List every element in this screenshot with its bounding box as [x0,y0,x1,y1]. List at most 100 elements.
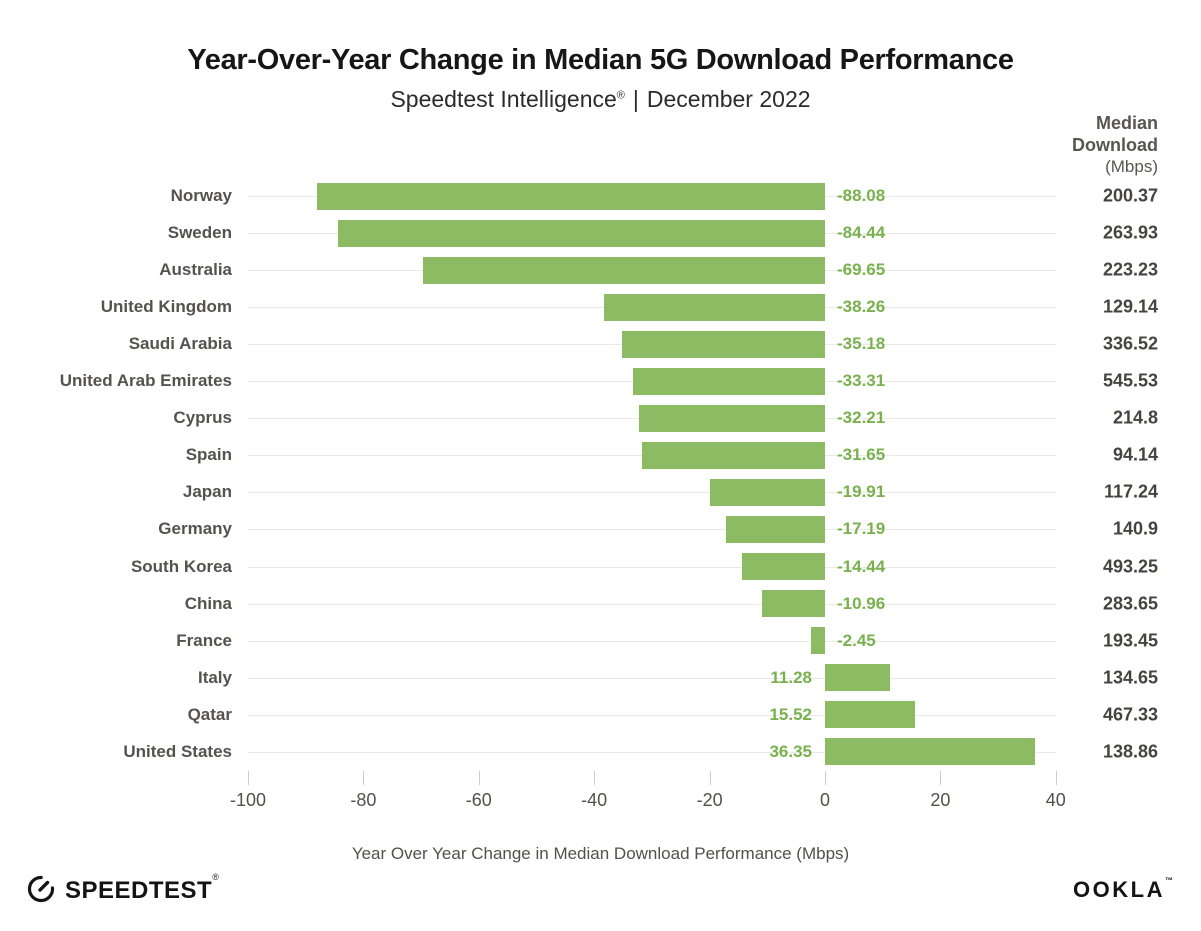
median-download-value: 140.9 [1112,518,1158,539]
bar-norway [316,182,825,210]
change-value-label: -17.19 [837,519,886,539]
country-label: Cyprus [173,408,232,428]
subtitle-separator: | [632,86,639,112]
bar-germany [725,515,825,543]
country-label: Australia [159,260,232,280]
change-value-label: -84.44 [837,223,886,243]
row-gridline [248,677,1056,679]
median-download-value: 134.65 [1102,667,1158,688]
x-axis-label: Year Over Year Change in Median Download… [351,844,850,863]
row-gridline [248,640,1056,642]
x-axis-tick-label: 20 [930,790,951,810]
median-download-value: 223.23 [1102,259,1158,280]
x-axis-tick-label: -60 [465,790,492,810]
bar-france [810,627,825,655]
median-download-value: 129.14 [1102,296,1158,317]
x-axis-tick [709,771,711,785]
x-axis-tick-label: 0 [819,790,830,810]
speedtest-gauge-icon [27,875,55,902]
country-label: Qatar [187,704,232,724]
country-label: Germany [158,519,232,539]
country-label: Sweden [167,223,232,243]
change-value-label: -14.44 [837,556,886,576]
bar-china [761,590,825,618]
ookla-logo: OOKLA™ [1073,876,1173,903]
speedtest-wordmark: SPEEDTEST® [65,872,220,904]
country-label: United States [123,741,232,761]
change-value-label: -35.18 [837,334,886,354]
median-download-value: 117.24 [1103,481,1158,502]
bar-italy [825,664,891,692]
registered-mark: ® [616,89,625,102]
row-gridline [248,603,1056,605]
bar-cyprus [639,404,825,432]
median-header-line1: Median [1095,113,1158,133]
x-axis-tick-label: -40 [581,790,608,810]
speedtest-logo: SPEEDTEST® [25,872,219,905]
median-download-value: 214.8 [1112,407,1158,428]
change-value-label: -33.31 [837,371,886,391]
ookla-trademark: ™ [1165,876,1173,885]
change-value-label: -2.45 [837,630,876,650]
x-axis-tick [363,771,365,785]
country-label: Spain [185,445,232,465]
median-download-value: 493.25 [1102,556,1158,576]
x-axis-tick-label: -20 [696,790,723,810]
bar-united-states [825,738,1035,766]
country-label: China [184,593,232,613]
x-axis-tick-label: -100 [229,790,267,810]
median-download-value: 545.53 [1102,370,1158,391]
change-value-label: 36.35 [769,741,812,761]
change-value-label: 11.28 [770,667,812,687]
median-download-value: 193.45 [1102,630,1158,651]
bar-south-korea [741,553,825,580]
bar-united-kingdom [604,293,825,321]
median-download-value: 336.52 [1102,333,1158,354]
change-value-label: -69.65 [837,260,886,280]
median-download-value: 283.65 [1102,593,1158,614]
country-label: United Kingdom [100,297,232,317]
bar-united-arab-emirates [632,367,825,395]
row-gridline [248,566,1056,568]
page-title: Year-Over-Year Change in Median 5G Downl… [187,44,1014,76]
subtitle-brand: Speedtest Intelligence [390,86,617,112]
page-subtitle: Speedtest Intelligence® | December 2022 [0,86,1201,113]
x-axis-tick [1055,771,1057,785]
country-label: Japan [182,482,232,502]
row-gridline [248,751,1056,753]
median-download-value: 263.93 [1102,222,1158,243]
median-download-value: 138.86 [1102,741,1158,762]
bar-japan [710,478,825,506]
subtitle-date: December 2022 [646,86,811,112]
bar-qatar [825,701,915,729]
median-download-value: 200.37 [1102,185,1158,206]
country-label: Norway [170,186,232,205]
median-download-column-header: Median Download (Mbps) [1072,112,1158,178]
x-axis-tick [825,771,826,785]
bar-sweden [337,219,825,247]
x-axis-tick [594,771,596,785]
change-value-label: -38.26 [837,297,886,317]
change-value-label: -31.65 [837,445,886,465]
row-gridline [248,529,1056,531]
change-value-label: -10.96 [837,593,886,613]
x-axis-tick [478,771,480,785]
median-download-value: 94.14 [1112,444,1158,465]
median-download-value: 467.33 [1102,704,1158,725]
median-header-unit: (Mbps) [1105,157,1158,176]
x-axis-tick [940,771,942,785]
speedtest-trademark: ® [212,872,220,882]
country-label: Italy [197,667,232,687]
country-label: Saudi Arabia [128,334,232,354]
change-value-label: 15.52 [769,704,812,724]
x-axis-tick [248,771,249,785]
x-axis-tick-label: -80 [350,790,377,810]
change-value-label: -32.21 [837,408,886,428]
bar-australia [423,256,825,284]
bar-saudi-arabia [622,330,825,358]
country-label: United Arab Emirates [59,371,232,391]
change-value-label: -88.08 [837,186,886,205]
ookla-wordmark: OOKLA [1073,877,1165,902]
country-label: South Korea [130,556,232,576]
